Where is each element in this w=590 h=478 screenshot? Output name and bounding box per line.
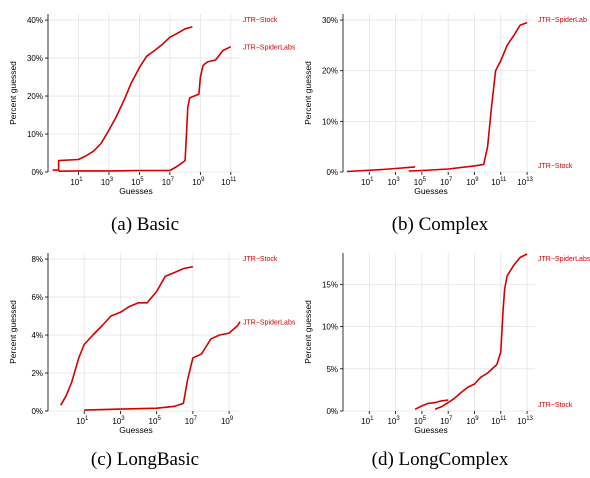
x-tick-label-4: 109	[221, 416, 234, 426]
caption-longbasic: (c) LongBasic	[90, 449, 200, 470]
y-tick-label-0: 0%	[326, 168, 338, 177]
y-tick-label-2: 20%	[322, 67, 338, 76]
y-tick-label-3: 6%	[31, 293, 43, 302]
y-tick-label-2: 20%	[27, 92, 43, 101]
x-axis-title: Guesses	[414, 425, 448, 435]
series-label-1: JTR−Stock	[538, 163, 573, 170]
x-axis-title: Guesses	[119, 186, 153, 196]
x-tick-label-0: 101	[76, 416, 89, 426]
y-tick-label-3: 15%	[322, 280, 338, 289]
chart-svg-longbasic: 0% 2% 4% 6% 8% 101 103 105 107 109 Guesses Percent …	[8, 253, 296, 435]
series-line-1	[58, 45, 232, 172]
series-line-1	[84, 321, 241, 411]
x-tick-label-5: 1011	[491, 177, 507, 187]
x-tick-label-3: 107	[440, 177, 453, 187]
x-tick-label-2: 105	[414, 416, 427, 426]
series-line-0	[52, 26, 193, 171]
x-tick-label-1: 103	[387, 416, 400, 426]
series-line-0	[408, 21, 528, 172]
y-tick-label-3: 30%	[27, 54, 43, 63]
chart-svg-complex: 0% 10% 20% 30% 101 103 105 107 109 1011 1013 Guesse…	[303, 14, 587, 196]
x-tick-label-5: 1011	[491, 416, 507, 426]
x-tick-label-0: 101	[361, 177, 374, 187]
y-axis-title: Percent guessed	[8, 300, 18, 364]
y-tick-label-4: 40%	[27, 16, 43, 25]
caption-longcomplex: (d) LongComplex	[371, 449, 509, 470]
x-tick-label-2: 105	[414, 177, 427, 187]
x-tick-label-4: 109	[192, 177, 205, 187]
y-axis-title: Percent guessed	[8, 61, 18, 125]
series-label-0: JTR−Stock	[243, 17, 278, 24]
y-tick-label-0: 0%	[31, 407, 43, 416]
chart-svg-longcomplex: 0% 5% 10% 15% 101 103 105 107 109 1011 1013 Guesses…	[303, 253, 590, 435]
x-tick-label-4: 109	[466, 177, 479, 187]
series-line-0	[434, 253, 528, 411]
x-tick-label-1: 103	[387, 177, 400, 187]
x-tick-label-2: 105	[149, 416, 162, 426]
y-tick-label-3: 30%	[322, 16, 338, 25]
caption-complex: (b) Complex	[391, 214, 489, 235]
series-label-0: JTR−SpiderLab	[538, 17, 587, 24]
x-tick-label-1: 103	[112, 416, 125, 426]
y-tick-label-2: 10%	[322, 323, 338, 332]
x-tick-label-6: 1013	[517, 177, 533, 187]
x-tick-label-3: 107	[162, 177, 175, 187]
x-axis-title: Guesses	[414, 186, 448, 196]
y-tick-label-2: 4%	[31, 331, 43, 340]
series-line-1	[346, 166, 416, 173]
x-tick-label-6: 1013	[517, 416, 533, 426]
y-tick-label-1: 10%	[27, 130, 43, 139]
series-label-0: JTR−SpiderLabs	[538, 256, 590, 263]
x-tick-label-1: 103	[101, 177, 114, 187]
series-label-0: JTR−Stock	[243, 256, 278, 263]
y-tick-label-4: 8%	[31, 255, 43, 264]
x-tick-label-4: 109	[466, 416, 479, 426]
series-label-1: JTR−Stock	[538, 402, 573, 409]
chart-longbasic: 0% 2% 4% 6% 8% 101 103 105 107 109 Guesses Percent …	[0, 239, 296, 478]
chart-complex: 0% 10% 20% 30% 101 103 105 107 109 1011 1013 Guesse…	[295, 0, 590, 239]
series-label-1: JTR−SpiderLabs	[243, 45, 295, 52]
x-tick-label-0: 101	[70, 177, 83, 187]
x-tick-label-2: 105	[131, 177, 144, 187]
y-tick-label-1: 5%	[326, 365, 338, 374]
chart-svg-basic: 0% 10% 20% 30% 40% 101 103 105 107 109 1011 Guesses…	[8, 14, 296, 196]
caption-basic: (a) Basic	[110, 214, 180, 235]
x-tick-label-3: 107	[440, 416, 453, 426]
y-tick-label-0: 0%	[326, 407, 338, 416]
y-tick-label-1: 2%	[31, 369, 43, 378]
y-tick-label-1: 10%	[322, 117, 338, 126]
chart-longcomplex: 0% 5% 10% 15% 101 103 105 107 109 1011 1013 Guesses…	[295, 239, 590, 478]
x-axis-title: Guesses	[119, 425, 153, 435]
series-line-1	[414, 399, 449, 411]
series-label-1: JTR−SpiderLabs	[243, 320, 295, 327]
chart-basic: 0% 10% 20% 30% 40% 101 103 105 107 109 1011 Guesses…	[0, 0, 296, 239]
y-axis-title: Percent guessed	[303, 61, 313, 125]
y-tick-label-0: 0%	[31, 168, 43, 177]
y-axis-title: Percent guessed	[303, 300, 313, 364]
x-tick-label-5: 1011	[221, 177, 237, 187]
series-line-0	[60, 265, 194, 406]
x-tick-label-0: 101	[361, 416, 374, 426]
x-tick-label-3: 107	[185, 416, 198, 426]
